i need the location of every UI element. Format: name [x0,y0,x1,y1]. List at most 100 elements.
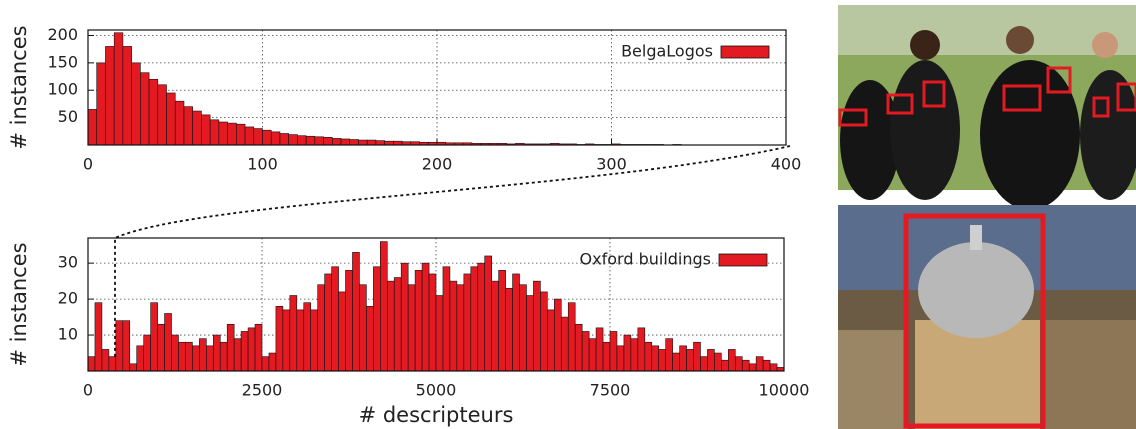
bar [206,345,214,372]
bar [741,359,750,372]
bar [247,327,256,372]
bar [253,128,263,146]
bar [519,284,527,372]
legend-label: BelgaLogos [621,42,713,61]
bar [707,349,715,372]
bar [122,320,131,372]
bar [212,334,221,372]
y-tick-label: 100 [47,80,78,99]
bar [240,331,249,372]
bar [183,106,194,146]
bar [533,280,541,372]
bar [700,356,708,372]
bar [721,359,729,372]
bar [547,309,555,372]
bar [366,139,377,146]
bar [338,291,346,372]
bar [595,327,604,372]
x-tick-label: 7500 [590,381,631,400]
bar [310,309,318,372]
bar [157,323,165,372]
bar [268,352,277,372]
legend-swatch [718,253,768,267]
bar [314,136,324,146]
bar [340,138,351,146]
bar [218,121,228,146]
x-tick-label: 400 [771,155,802,174]
photo-belgalogos [838,5,1136,210]
bar [157,84,167,146]
bar [714,352,722,372]
bar [375,140,385,146]
bar [679,345,687,372]
bar [623,334,632,372]
bar [254,323,263,372]
bar [226,323,235,372]
bar [101,349,110,372]
bar [693,341,701,372]
bar [233,338,242,372]
bar [421,262,430,372]
bar [470,266,479,372]
legend-swatch [720,45,770,59]
bar [373,266,381,372]
bar [658,349,666,372]
bar [236,123,246,146]
bar [574,323,583,372]
bar [672,352,680,372]
bar [279,133,289,146]
bar [769,363,778,372]
bar [323,137,333,146]
x-tick-label: 10000 [759,381,810,400]
bar [407,284,416,372]
bar [324,273,332,372]
y-tick-label: 30 [58,253,78,272]
zoom-connector [114,145,791,370]
x-tick-label: 2500 [242,381,283,400]
y-axis-label: # instances [7,242,31,366]
bar [192,345,200,372]
legend-label: Oxford buildings [580,250,711,269]
bar [131,62,141,146]
bar [227,122,237,146]
bar [96,62,106,146]
bar [87,356,96,372]
x-tick-label: 0 [83,155,93,174]
bar [352,252,360,372]
bar [588,338,597,372]
y-tick-label: 50 [58,107,78,126]
bar [261,356,270,372]
bar [209,119,220,146]
bar [219,341,228,372]
bar [201,114,211,146]
bar [755,356,764,372]
photo-oxford [838,205,1136,429]
y-tick-label: 200 [47,25,78,44]
bar [296,309,305,372]
bar [637,327,646,372]
bar [199,338,207,372]
bar [616,345,625,372]
bar [581,331,590,372]
bar [498,270,506,372]
bar [366,305,374,372]
bar [331,266,339,372]
bar [331,138,342,146]
bar [386,280,395,372]
y-tick-label: 10 [58,325,78,344]
bar [140,72,150,146]
bar [282,309,291,372]
bar [288,134,298,146]
bar [270,131,281,146]
histogram-panel: 50 100 150 200 0 100 200 300 400 BelgaLogos # inst… [7,25,801,174]
bar [289,295,298,372]
bar [166,92,176,146]
bar [734,356,743,372]
bar [728,349,736,372]
bar [150,302,158,372]
bar [122,46,132,146]
bar [380,241,388,372]
bar [143,334,151,372]
bar [512,273,520,372]
bar [358,139,368,146]
